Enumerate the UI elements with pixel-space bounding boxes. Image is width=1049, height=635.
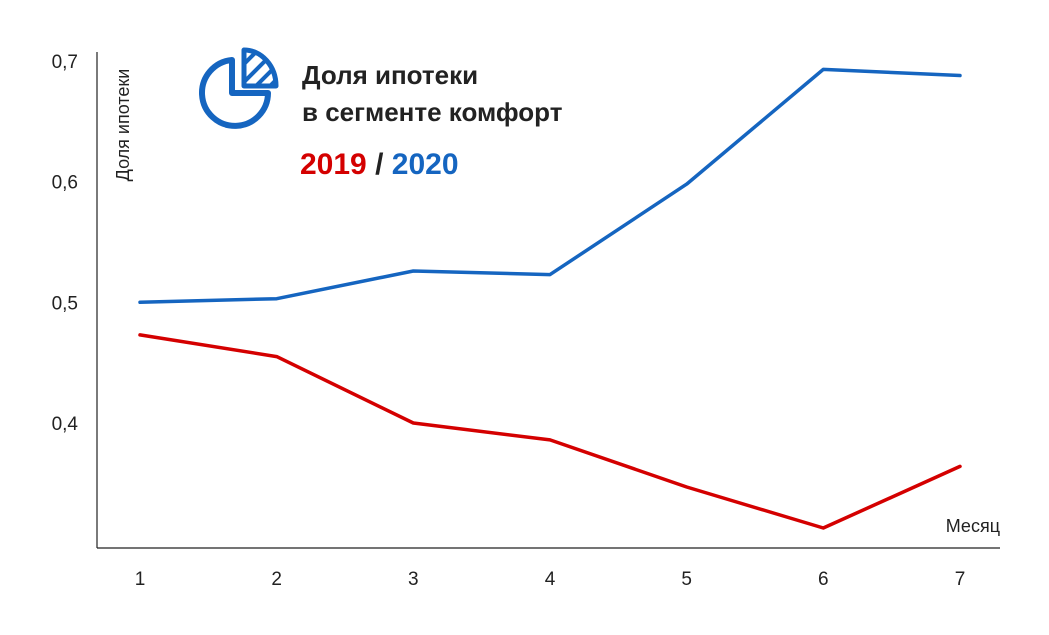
x-tick-label: 2	[271, 569, 282, 590]
series-line-2020	[138, 67, 962, 305]
y-axis-title: Доля ипотеки	[113, 69, 133, 182]
legend: 2019 / 2020	[300, 148, 459, 181]
chart-title-line-1: Доля ипотеки	[302, 60, 478, 90]
x-tick-label: 5	[681, 569, 692, 590]
x-axis-title: Месяц	[946, 516, 1000, 536]
y-tick-labels: 0,4 0,5 0,6 0,7	[52, 52, 79, 435]
pie-chart-icon	[199, 47, 279, 129]
x-tick-label: 3	[408, 569, 419, 590]
chart-title-line-2: в сегменте комфорт	[302, 97, 563, 127]
x-tick-label: 7	[955, 569, 966, 590]
series-lines	[138, 67, 962, 530]
x-tick-label: 4	[545, 569, 556, 590]
y-tick-label: 0,6	[52, 173, 78, 194]
x-tick-label: 1	[135, 569, 146, 590]
legend-label-2020: 2020	[392, 148, 459, 181]
y-tick-label: 0,5	[52, 293, 78, 314]
y-tick-label: 0,7	[52, 52, 78, 73]
y-tick-label: 0,4	[52, 414, 79, 435]
series-line-2019	[138, 333, 962, 530]
legend-label-2019: 2019	[300, 148, 367, 181]
x-tick-label: 6	[818, 569, 829, 590]
x-tick-labels: 1 2 3 4 5 6 7	[135, 569, 966, 590]
legend-separator: /	[367, 148, 392, 181]
